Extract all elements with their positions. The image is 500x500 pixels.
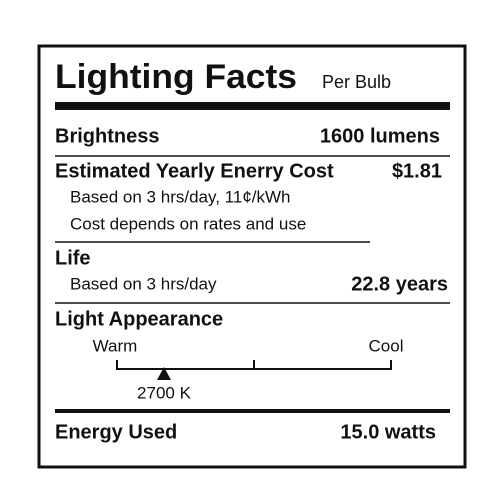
thick-rule <box>55 409 450 413</box>
energy-value: 15.0 watts <box>340 421 436 443</box>
life-note: Based on 3 hrs/day <box>70 274 217 293</box>
life-label: Life <box>55 247 91 269</box>
appearance-label: Light Appearance <box>55 308 223 330</box>
cost-label: Estimated Yearly Enerry Cost <box>55 160 334 182</box>
title: Lighting Facts <box>55 58 297 96</box>
thick-rule <box>55 102 450 110</box>
cost-value: $1.81 <box>392 160 442 182</box>
cool-label: Cool <box>369 336 404 355</box>
appearance-value: 2700 K <box>137 383 192 402</box>
warm-label: Warm <box>93 336 138 355</box>
brightness-label: Brightness <box>55 125 159 147</box>
brightness-value: 1600 lumens <box>320 125 440 147</box>
border <box>37 44 467 469</box>
cost-note: Cost depends on rates and use <box>70 214 306 233</box>
life-value: 22.8 years <box>351 273 448 295</box>
appearance-scale <box>116 360 392 370</box>
subtitle: Per Bulb <box>322 72 391 92</box>
scale-pointer <box>157 367 171 380</box>
cost-note: Based on 3 hrs/day, 11¢/kWh <box>70 187 291 206</box>
energy-label: Energy Used <box>55 421 177 443</box>
